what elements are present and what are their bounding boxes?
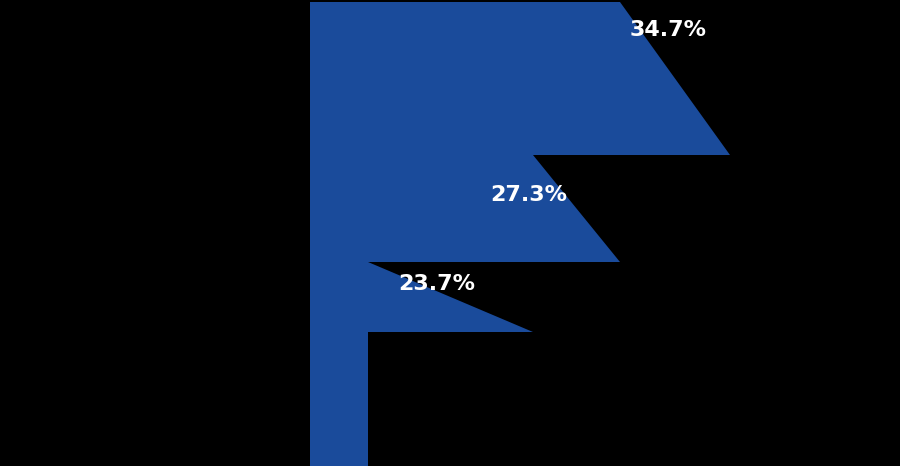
Bar	[310, 332, 368, 466]
Polygon shape	[620, 2, 730, 155]
Text: 23.7%: 23.7%	[398, 274, 475, 294]
Bar	[310, 262, 533, 332]
Text: 27.3%: 27.3%	[490, 185, 567, 205]
Polygon shape	[533, 155, 620, 262]
Bar	[310, 155, 620, 262]
Polygon shape	[368, 262, 533, 332]
Bar	[310, 2, 730, 155]
Text: 34.7%: 34.7%	[630, 20, 707, 40]
